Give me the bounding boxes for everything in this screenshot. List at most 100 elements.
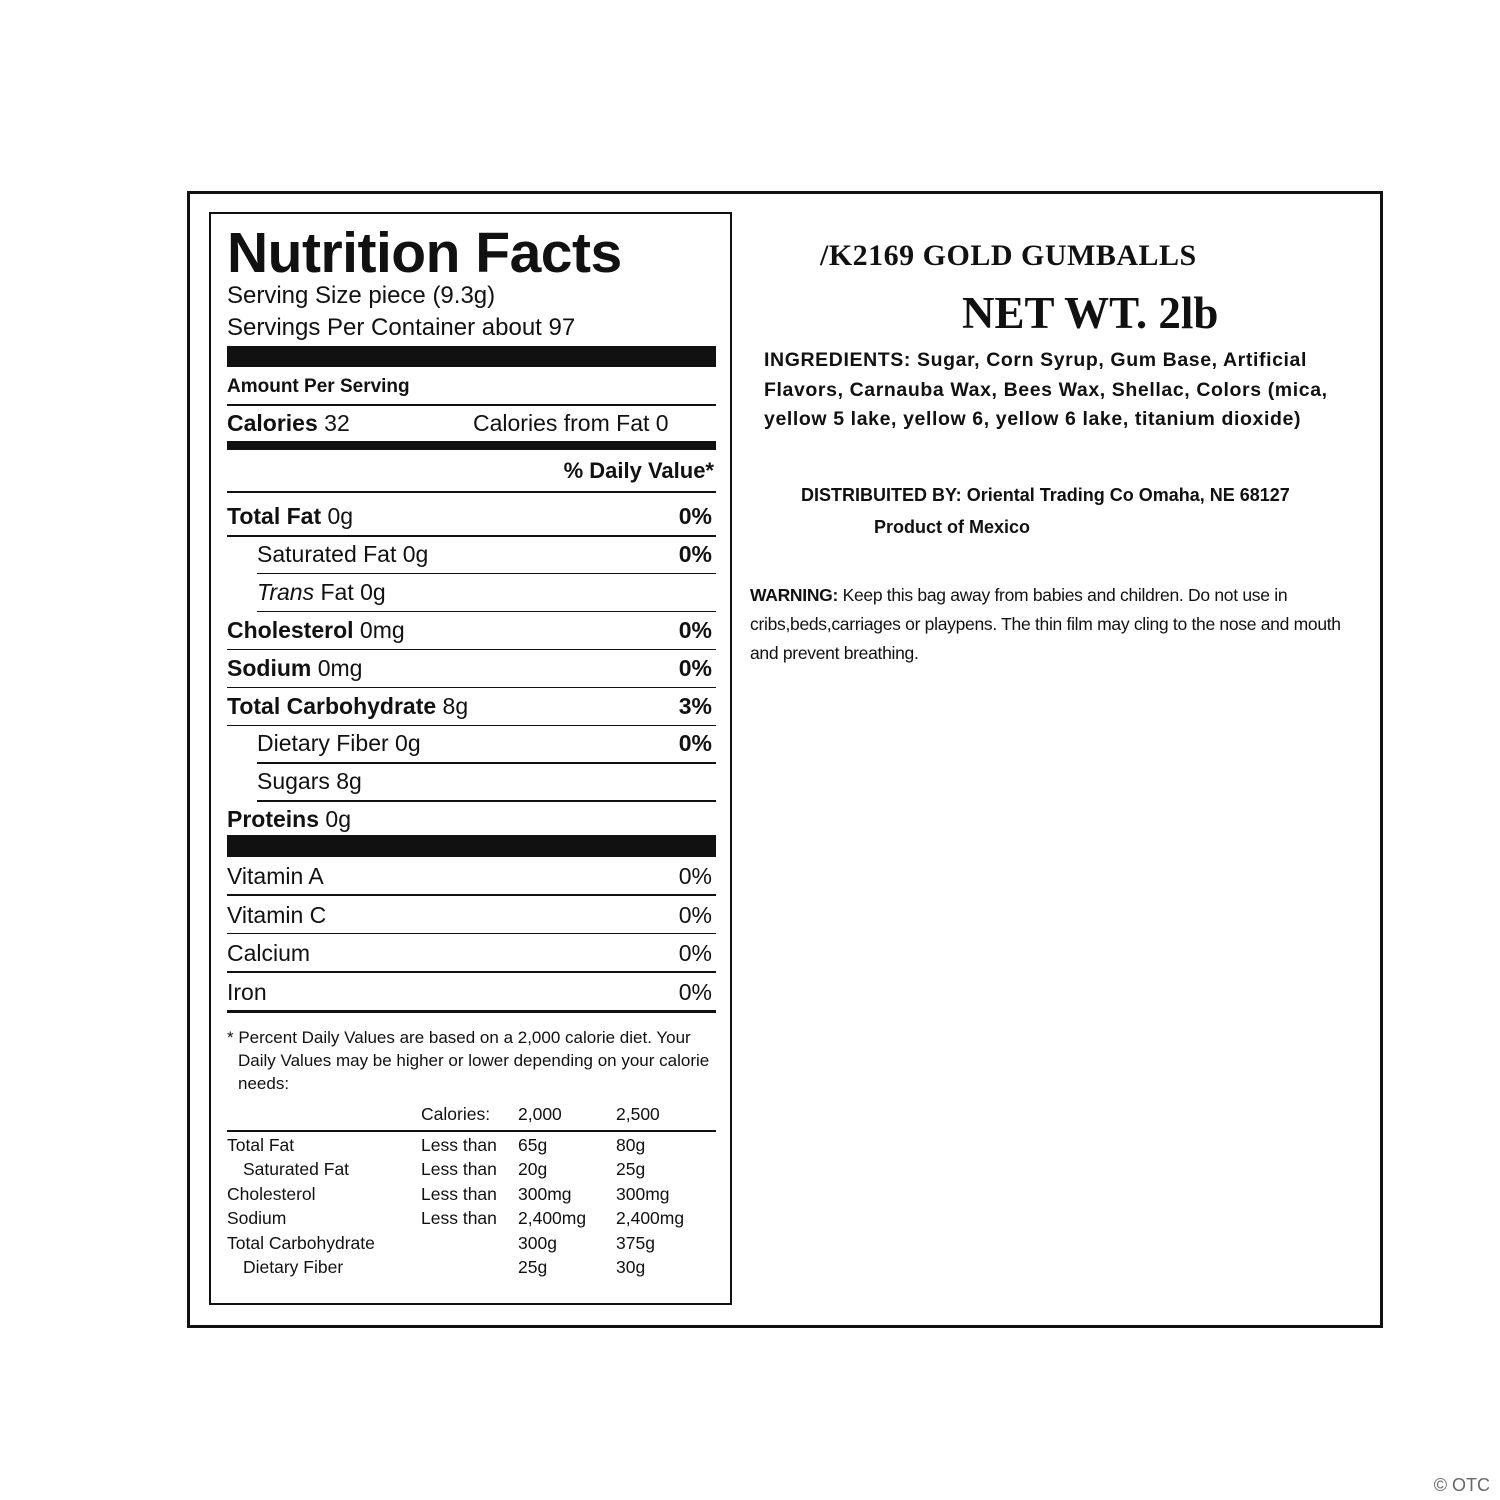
table-qualifier: Less than bbox=[421, 1159, 497, 1180]
warning-label: WARNING: bbox=[750, 585, 839, 605]
table-value: 300mg bbox=[518, 1183, 572, 1204]
nutrient-row: Saturated Fat 0g bbox=[257, 540, 428, 568]
table-name: Sodium bbox=[227, 1208, 287, 1229]
nutrient-amount: 0g bbox=[360, 578, 386, 605]
thick-rule bbox=[227, 835, 716, 857]
nutrient-label: Fat bbox=[320, 578, 354, 605]
amount-per-serving: Amount Per Serving bbox=[227, 376, 410, 397]
rule bbox=[227, 971, 716, 973]
table-value: 80g bbox=[616, 1135, 646, 1155]
nutrient-amount: 0g bbox=[402, 540, 429, 567]
label-border bbox=[187, 191, 1383, 1328]
ingredients: INGREDIENTS: Sugar, Corn Syrup, Gum Base… bbox=[764, 346, 1354, 435]
watermark: © OTC bbox=[1433, 1475, 1490, 1495]
table-value: 30g bbox=[616, 1257, 646, 1277]
nutrient-row: Dietary Fiber 0g bbox=[257, 729, 421, 757]
warning: WARNING: Keep this bag away from babies … bbox=[750, 581, 1362, 668]
servings-per-container: Servings Per Container about 97 bbox=[227, 314, 576, 341]
table-value: 65g bbox=[518, 1135, 548, 1155]
rule bbox=[227, 1010, 716, 1014]
nutrient-amount: 0g bbox=[325, 806, 352, 833]
nutrient-label: Proteins bbox=[227, 806, 320, 833]
nutrient-row: Cholesterol 0mg bbox=[227, 616, 405, 644]
nutrient-label: Cholesterol bbox=[227, 616, 354, 643]
vitamin-dv: 0% bbox=[678, 863, 712, 889]
table-value: 2,400mg bbox=[518, 1208, 587, 1229]
distributed-label: DISTRIBUITED BY: bbox=[801, 485, 962, 505]
rule bbox=[227, 724, 716, 726]
table-value: 300g bbox=[518, 1232, 557, 1253]
rule bbox=[257, 800, 716, 802]
nutrition-title: Nutrition Facts bbox=[227, 221, 622, 285]
table-value: 375g bbox=[616, 1232, 655, 1253]
table-name: Total Fat bbox=[227, 1135, 295, 1155]
table-qualifier: Less than bbox=[421, 1208, 497, 1229]
table-value: 300mg bbox=[616, 1183, 670, 1204]
rule bbox=[227, 894, 716, 896]
thick-rule bbox=[227, 346, 716, 367]
nutrient-dv: 3% bbox=[678, 692, 712, 719]
nutrient-label: Dietary Fiber bbox=[257, 730, 389, 757]
table-value: 25g bbox=[518, 1257, 548, 1277]
nutrient-amount: 0mg bbox=[359, 616, 405, 643]
rule bbox=[257, 572, 716, 575]
nutrient-amount: 8g bbox=[442, 692, 469, 719]
table-value: 25g bbox=[616, 1159, 646, 1180]
footnote: * Percent Daily Values are based on a 2,… bbox=[227, 1028, 710, 1093]
table-qualifier: Less than bbox=[421, 1183, 497, 1204]
table-header: 2,000 bbox=[518, 1104, 562, 1124]
nutrient-dv: 0% bbox=[678, 616, 712, 643]
calories-row: Calories 32 bbox=[227, 409, 350, 437]
nutrient-dv: 0% bbox=[678, 730, 712, 757]
net-weight: NET WT. 2lb bbox=[962, 288, 1219, 338]
table-value: 2,400mg bbox=[616, 1208, 685, 1229]
rule bbox=[227, 1130, 716, 1132]
nutrient-row: Proteins 0g bbox=[227, 805, 351, 833]
rule bbox=[257, 610, 716, 613]
table-value: 20g bbox=[518, 1159, 548, 1180]
rule bbox=[227, 535, 716, 537]
nutrient-row: Sugars 8g bbox=[257, 767, 362, 795]
table-name: Total Carbohydrate bbox=[227, 1232, 375, 1253]
distributed-by: Oriental Trading Co Omaha, NE 68127 bbox=[966, 485, 1290, 505]
ingredients-label: INGREDIENTS: bbox=[764, 349, 911, 371]
rule bbox=[227, 686, 716, 689]
nutrient-amount: 0g bbox=[327, 503, 354, 529]
calories-label: Calories bbox=[227, 410, 318, 436]
table-qualifier: Less than bbox=[421, 1135, 497, 1155]
nutrient-row: Total Fat 0g bbox=[227, 502, 353, 530]
vitamin-dv: 0% bbox=[678, 901, 712, 928]
calories-from-fat: Calories from Fat 0 bbox=[473, 410, 669, 436]
nutrient-row: Total Carbohydrate 8g bbox=[227, 692, 468, 720]
vitamin-label: Vitamin A bbox=[227, 863, 324, 889]
table-name: Saturated Fat bbox=[243, 1159, 350, 1180]
distributed: DISTRIBUITED BY: Oriental Trading Co Oma… bbox=[801, 483, 1290, 507]
product-title: /K2169 GOLD GUMBALLS bbox=[820, 239, 1197, 272]
calories-value: 32 bbox=[324, 410, 350, 436]
table-name: Dietary Fiber bbox=[243, 1257, 344, 1277]
vitamin-dv: 0% bbox=[678, 979, 712, 1006]
origin: Product of Mexico bbox=[874, 517, 1031, 537]
nutrient-amount: 8g bbox=[336, 768, 362, 795]
serving-size: Serving Size piece (9.3g) bbox=[227, 282, 496, 309]
nutrient-label: Total Fat bbox=[227, 503, 322, 529]
ingredients-text: Sugar, Corn Syrup, Gum Base, Artificial … bbox=[764, 349, 1328, 430]
nutrient-label: Saturated Fat bbox=[257, 540, 397, 567]
vitamin-label: Calcium bbox=[227, 940, 311, 967]
nutrient-label: Sugars bbox=[257, 768, 330, 795]
rule bbox=[257, 762, 716, 764]
nutrient-row: Sodium 0mg bbox=[227, 654, 362, 682]
vitamin-label: Vitamin C bbox=[227, 901, 327, 928]
vitamin-dv: 0% bbox=[678, 940, 712, 967]
table-header: Calories: bbox=[421, 1104, 491, 1124]
nutrient-dv: 0% bbox=[678, 654, 712, 681]
nutrient-row: Trans Fat 0g bbox=[257, 578, 386, 606]
nutrient-dv: 0% bbox=[678, 540, 712, 567]
nutrition-panel bbox=[209, 212, 732, 1305]
vitamin-label: Iron bbox=[227, 979, 267, 1006]
nutrient-amount: 0g bbox=[395, 730, 421, 757]
nutrient-dv: 0% bbox=[678, 503, 712, 529]
nutrient-label-italic: Trans bbox=[257, 578, 315, 605]
table-name: Cholesterol bbox=[227, 1183, 316, 1204]
